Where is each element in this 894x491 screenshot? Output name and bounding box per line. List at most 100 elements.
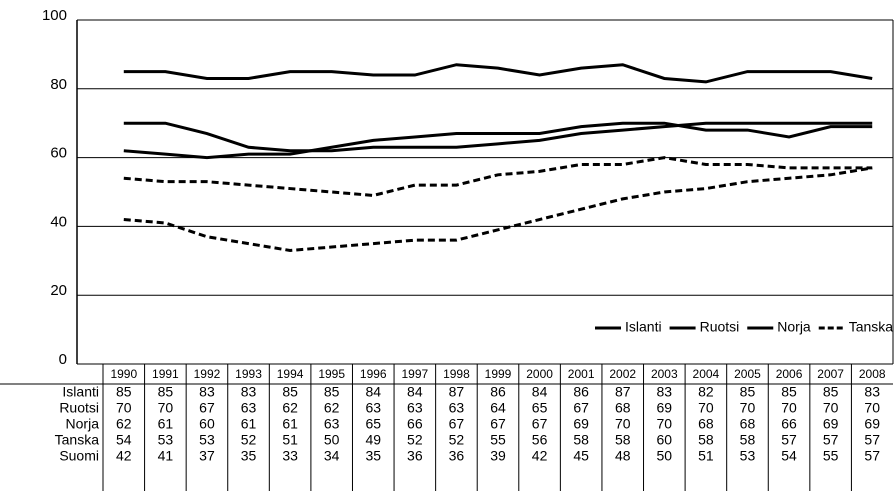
x-tick-label: 1999 [485, 367, 512, 381]
table-value: 63 [407, 400, 423, 416]
table-value: 53 [158, 432, 174, 448]
table-value: 62 [324, 400, 340, 416]
table-value: 66 [407, 416, 423, 432]
table-value: 36 [449, 448, 465, 464]
row-label: Norja [66, 416, 100, 432]
table-value: 56 [532, 432, 548, 448]
table-value: 67 [573, 400, 589, 416]
series-line [123, 121, 873, 160]
table-value: 70 [657, 416, 673, 432]
table-value: 58 [615, 432, 631, 448]
table-value: 35 [241, 448, 257, 464]
table-value: 55 [823, 448, 839, 464]
table-value: 85 [740, 384, 756, 400]
table-value: 86 [573, 384, 589, 400]
table-value: 41 [158, 448, 174, 464]
table-value: 62 [282, 400, 298, 416]
table-value: 87 [449, 384, 465, 400]
table-value: 45 [573, 448, 589, 464]
table-value: 57 [823, 432, 839, 448]
row-label: Ruotsi [59, 400, 99, 416]
x-tick-label: 1990 [110, 367, 137, 381]
series-line [123, 166, 873, 252]
row-label: Suomi [59, 448, 99, 464]
table-value: 58 [573, 432, 589, 448]
x-tick-label: 1995 [318, 367, 345, 381]
legend-label: Tanska [849, 319, 894, 335]
x-tick-label: 1991 [152, 367, 179, 381]
table-value: 49 [365, 432, 381, 448]
x-tick-label: 1997 [401, 367, 428, 381]
table-value: 69 [657, 400, 673, 416]
table-value: 70 [698, 400, 714, 416]
table-value: 67 [449, 416, 465, 432]
table-value: 68 [698, 416, 714, 432]
table-value: 42 [532, 448, 548, 464]
x-tick-label: 2000 [526, 367, 553, 381]
x-tick-label: 1998 [443, 367, 470, 381]
series-line [123, 156, 873, 197]
table-value: 60 [199, 416, 215, 432]
table-value: 84 [365, 384, 381, 400]
table-value: 35 [365, 448, 381, 464]
table-value: 67 [490, 416, 506, 432]
table-value: 58 [698, 432, 714, 448]
table-value: 63 [241, 400, 257, 416]
table-value: 61 [241, 416, 257, 432]
table-value: 83 [199, 384, 215, 400]
x-tick-label: 1996 [360, 367, 387, 381]
table-value: 83 [241, 384, 257, 400]
x-tick-label: 2005 [734, 367, 761, 381]
table-value: 50 [657, 448, 673, 464]
legend-label: Ruotsi [700, 319, 740, 335]
table-value: 52 [407, 432, 423, 448]
table-value: 70 [823, 400, 839, 416]
table-value: 34 [324, 448, 340, 464]
table-value: 85 [116, 384, 132, 400]
table-value: 42 [116, 448, 132, 464]
table-value: 67 [199, 400, 215, 416]
table-value: 55 [490, 432, 506, 448]
table-value: 68 [740, 416, 756, 432]
table-value: 54 [116, 432, 132, 448]
y-tick-label: 20 [50, 282, 67, 299]
table-value: 69 [864, 416, 880, 432]
legend-label: Islanti [625, 319, 662, 335]
table-value: 82 [698, 384, 714, 400]
table-value: 85 [823, 384, 839, 400]
table-value: 65 [365, 416, 381, 432]
x-tick-label: 1993 [235, 367, 262, 381]
legend-label: Norja [777, 319, 811, 335]
table-value: 54 [781, 448, 797, 464]
x-tick-label: 2004 [693, 367, 720, 381]
table-value: 57 [864, 432, 880, 448]
y-tick-label: 100 [42, 7, 67, 24]
table-value: 70 [740, 400, 756, 416]
x-tick-label: 2001 [568, 367, 595, 381]
x-tick-label: 2007 [817, 367, 844, 381]
table-value: 48 [615, 448, 631, 464]
table-value: 51 [282, 432, 298, 448]
row-label: Islanti [62, 384, 99, 400]
series-line [123, 63, 873, 84]
table-value: 85 [781, 384, 797, 400]
table-value: 66 [781, 416, 797, 432]
table-value: 84 [532, 384, 548, 400]
table-value: 33 [282, 448, 298, 464]
table-value: 36 [407, 448, 423, 464]
table-value: 62 [116, 416, 132, 432]
table-value: 64 [490, 400, 506, 416]
table-value: 61 [282, 416, 298, 432]
table-value: 63 [449, 400, 465, 416]
y-tick-label: 60 [50, 145, 67, 162]
table-value: 70 [864, 400, 880, 416]
table-value: 63 [324, 416, 340, 432]
row-label: Tanska [55, 432, 100, 448]
table-value: 85 [158, 384, 174, 400]
x-tick-label: 2006 [776, 367, 803, 381]
series-line [123, 121, 873, 153]
table-value: 85 [324, 384, 340, 400]
table-value: 50 [324, 432, 340, 448]
table-value: 57 [781, 432, 797, 448]
